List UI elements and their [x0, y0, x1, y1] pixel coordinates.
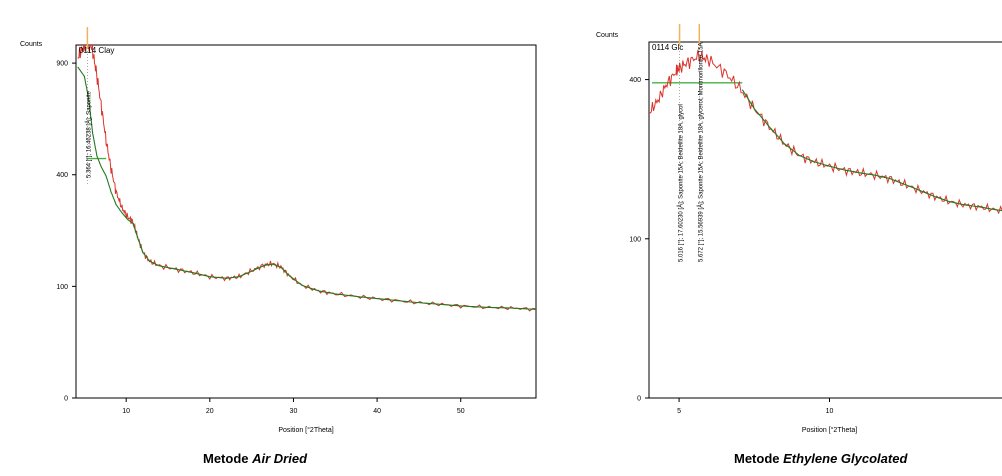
series-fit: [77, 66, 536, 310]
caption-method: Ethylene Glycolated: [783, 451, 908, 466]
caption-ethylene-glycolated: Metode Ethylene Glycolated: [734, 451, 907, 466]
y-tick-label: 400: [629, 77, 641, 84]
caption-prefix: Metode: [734, 451, 780, 466]
panel-label: 0114 Glc: [652, 43, 683, 52]
y-tick-label: 0: [64, 396, 68, 403]
y-axis-label: Counts: [596, 32, 619, 39]
plot-area: [649, 49, 1002, 215]
x-tick-label: 50: [457, 408, 465, 415]
x-tick-label: 10: [122, 408, 130, 415]
caption-air-dried: Metode Air Dried: [203, 451, 307, 466]
peak-annotation: 5.364 [°]; 16.46238 [Å]; Saponite: [85, 91, 92, 178]
x-tick-label: 5: [677, 408, 681, 415]
plot-area: [77, 45, 536, 312]
panel-label: 0114 Clay: [79, 46, 114, 55]
y-tick-label: 400: [56, 172, 68, 179]
x-tick-label: 30: [290, 408, 298, 415]
caption-prefix: Metode: [203, 451, 249, 466]
x-tick-label: 20: [206, 408, 214, 415]
chart-panel-1: Counts Position [°2Theta] 10 20 30 40 50 0 100 40…: [20, 27, 537, 434]
peak-annotation: 5.016 [°]; 17.60230 [Å]; Saponite 15A; B…: [678, 104, 685, 262]
y-tick-label: 0: [637, 396, 641, 403]
x-tick-label: 10: [826, 408, 834, 415]
peak-annotation: 5.672 [°]; 15.56939 [Å]; Saponite 15A; B…: [697, 42, 704, 262]
series-measured: [649, 49, 1002, 215]
x-axis-label: Position [°2Theta]: [278, 426, 333, 434]
x-axis-label: Position [°2Theta]: [802, 426, 857, 434]
y-tick-label: 100: [629, 236, 641, 243]
y-axis-label: Counts: [20, 41, 43, 48]
series-fit: [741, 89, 1002, 212]
plot-frame: [75, 44, 537, 399]
series-measured: [77, 45, 536, 312]
caption-method: Air Dried: [252, 451, 308, 466]
y-tick-label: 900: [56, 61, 68, 68]
x-tick-label: 40: [373, 408, 381, 415]
y-tick-label: 100: [56, 284, 68, 291]
